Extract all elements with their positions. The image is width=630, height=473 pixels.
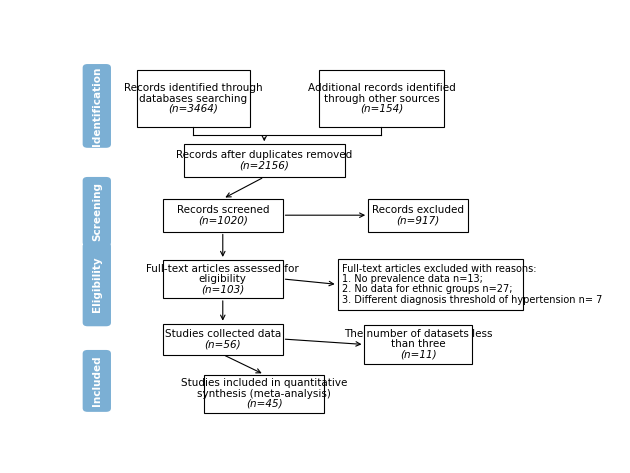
FancyBboxPatch shape <box>338 259 523 310</box>
FancyBboxPatch shape <box>184 144 345 177</box>
Text: Screening: Screening <box>92 182 102 241</box>
Text: (n=3464): (n=3464) <box>169 104 219 114</box>
Text: 2. No data for ethnic groups n=27;: 2. No data for ethnic groups n=27; <box>343 284 513 295</box>
Text: Records identified through: Records identified through <box>124 83 263 94</box>
Text: (n=2156): (n=2156) <box>239 161 289 171</box>
Text: synthesis (meta-analysis): synthesis (meta-analysis) <box>197 389 331 399</box>
Text: Full-text articles assessed for: Full-text articles assessed for <box>146 264 299 274</box>
FancyBboxPatch shape <box>163 324 283 354</box>
FancyBboxPatch shape <box>163 260 283 298</box>
FancyBboxPatch shape <box>83 64 111 148</box>
Text: (n=45): (n=45) <box>246 399 283 409</box>
Text: Included: Included <box>92 356 102 406</box>
Text: Eligibility: Eligibility <box>92 256 102 312</box>
Text: eligibility: eligibility <box>199 274 247 284</box>
FancyBboxPatch shape <box>205 375 324 413</box>
Text: than three: than three <box>391 340 445 350</box>
FancyBboxPatch shape <box>163 199 283 232</box>
Text: The number of datasets less: The number of datasets less <box>344 329 492 339</box>
Text: databases searching: databases searching <box>139 94 248 104</box>
Text: (n=56): (n=56) <box>205 339 241 349</box>
FancyBboxPatch shape <box>83 350 111 412</box>
Text: Full-text articles excluded with reasons:: Full-text articles excluded with reasons… <box>343 264 537 274</box>
Text: Records screened: Records screened <box>176 205 269 215</box>
FancyBboxPatch shape <box>137 70 249 127</box>
Text: through other sources: through other sources <box>324 94 439 104</box>
Text: Additional records identified: Additional records identified <box>307 83 455 94</box>
Text: 3. Different diagnosis threshold of hypertension n= 7: 3. Different diagnosis threshold of hype… <box>343 295 603 305</box>
FancyBboxPatch shape <box>83 243 111 326</box>
Text: Studies collected data: Studies collected data <box>164 329 281 339</box>
FancyBboxPatch shape <box>364 325 472 364</box>
Text: (n=103): (n=103) <box>201 284 244 294</box>
FancyBboxPatch shape <box>368 199 468 232</box>
Text: (n=1020): (n=1020) <box>198 215 248 225</box>
Text: (n=917): (n=917) <box>396 215 440 225</box>
Text: Records excluded: Records excluded <box>372 205 464 215</box>
Text: 1. No prevalence data n=13;: 1. No prevalence data n=13; <box>343 274 483 284</box>
Text: (n=11): (n=11) <box>400 350 437 359</box>
FancyBboxPatch shape <box>319 70 444 127</box>
FancyBboxPatch shape <box>83 177 111 246</box>
Text: Identification: Identification <box>92 66 102 146</box>
Text: Studies included in quantitative: Studies included in quantitative <box>181 378 348 388</box>
Text: (n=154): (n=154) <box>360 104 403 114</box>
Text: Records after duplicates removed: Records after duplicates removed <box>176 150 352 160</box>
